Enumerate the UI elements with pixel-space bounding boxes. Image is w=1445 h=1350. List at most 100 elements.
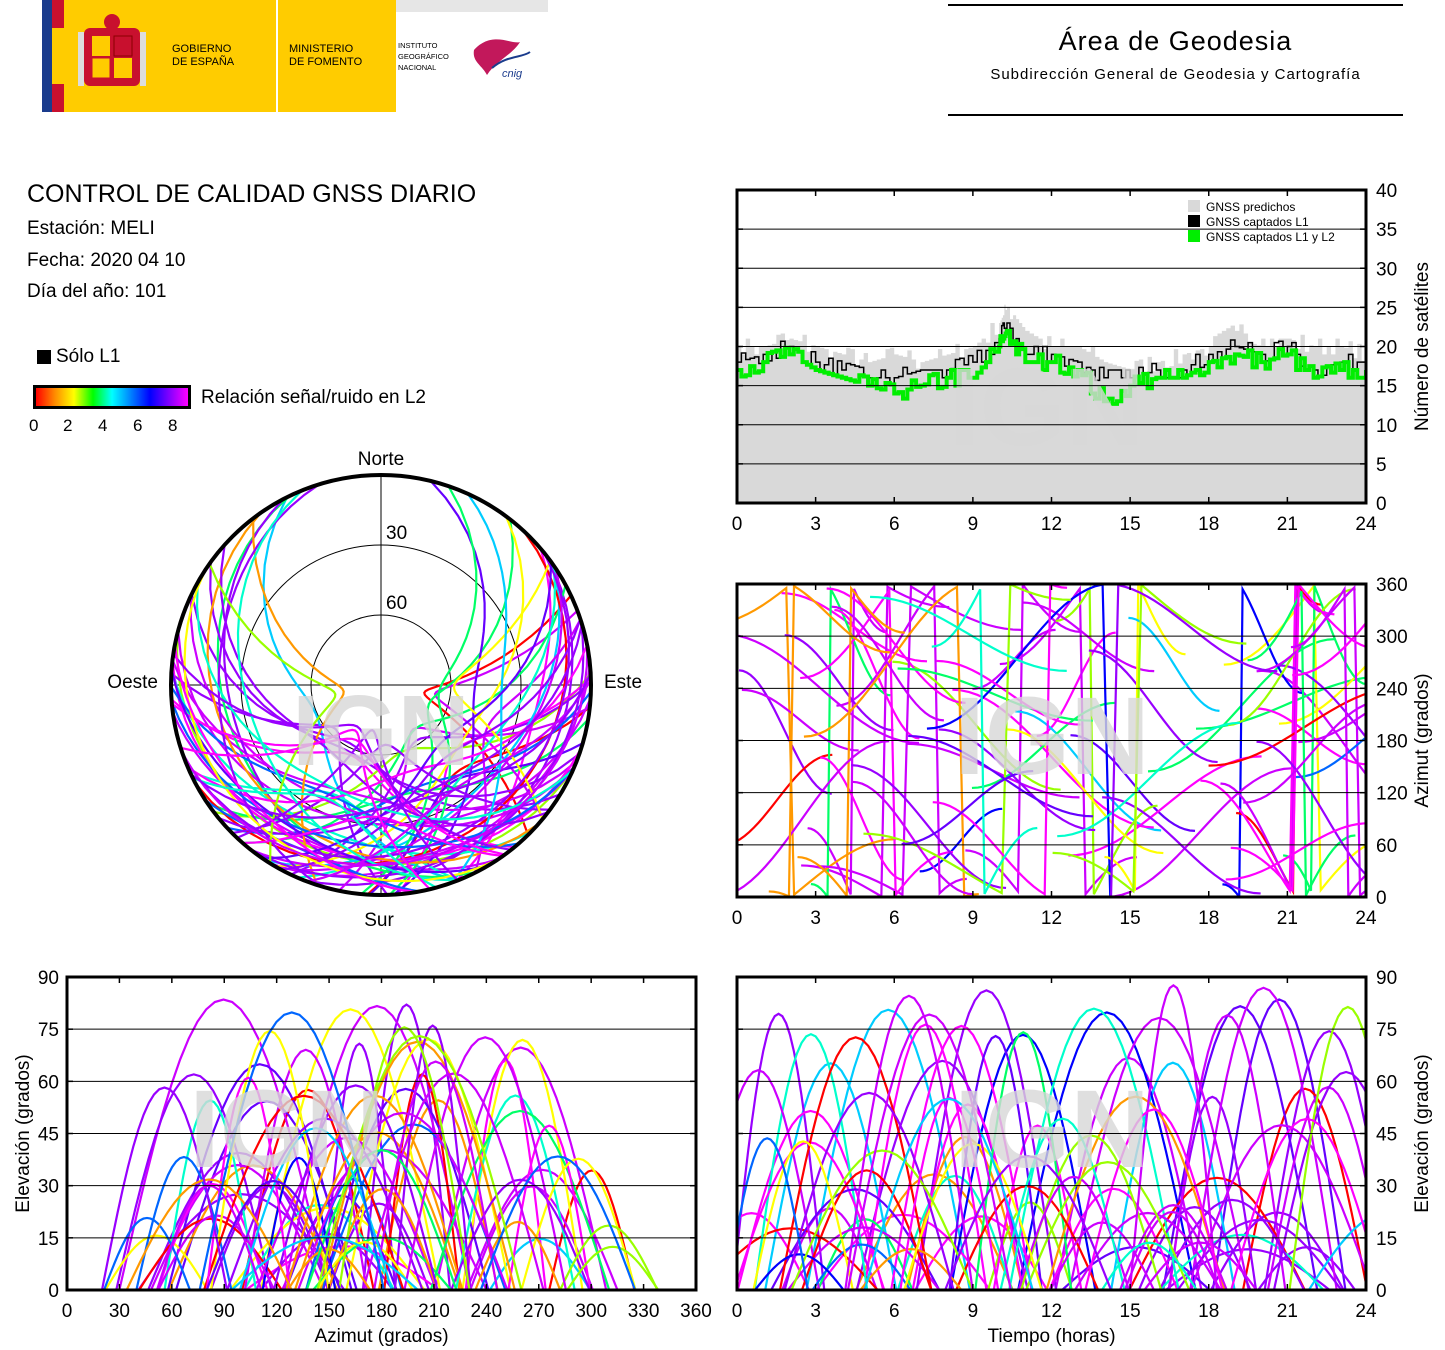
satellite-track xyxy=(1057,721,1241,838)
satellite-track xyxy=(826,587,966,704)
legend-swatch xyxy=(1188,215,1200,227)
skyplot-chart: IGN Norte Sur Este Oeste 30 60 xyxy=(107,449,642,931)
satellite-track xyxy=(896,1174,1013,1290)
satellite-track xyxy=(936,659,1081,726)
satellite-track xyxy=(1102,796,1261,895)
legend-swatch xyxy=(1188,230,1200,242)
satellite-track xyxy=(834,608,920,740)
legend-label: GNSS predichos xyxy=(1206,200,1295,214)
area-subtitle: Subdirección General de Geodesia y Carto… xyxy=(990,66,1361,83)
y-tick-label: 60 xyxy=(1376,836,1397,857)
ministry-label-line1: MINISTERIO xyxy=(289,43,354,55)
satellite-track xyxy=(242,815,504,858)
satellite-track xyxy=(450,493,508,884)
satellite-track xyxy=(1128,984,1218,1290)
satellite-track xyxy=(272,1084,439,1290)
x-tick-label: 300 xyxy=(575,1301,607,1322)
satellite-track xyxy=(520,1157,637,1290)
plot-area: IGN xyxy=(100,998,660,1290)
x-tick-label: 24 xyxy=(1355,1301,1377,1322)
x-tick-label: 21 xyxy=(1277,514,1298,535)
satellite-track xyxy=(897,667,1093,722)
satellite-track xyxy=(1241,1087,1366,1290)
satellite-track xyxy=(206,512,539,864)
satellite-track xyxy=(559,1224,659,1290)
satellite-track xyxy=(784,634,894,732)
satellite-track xyxy=(262,561,553,860)
satellite-track xyxy=(115,1073,273,1290)
x-tick-label: 3 xyxy=(810,514,821,535)
y-tick-label: 0 xyxy=(1376,1281,1387,1302)
satellite-track xyxy=(1137,1206,1252,1290)
watermark-text: IGN xyxy=(954,675,1150,798)
satellite-track xyxy=(844,994,974,1290)
chart-frame xyxy=(735,188,1368,505)
north-label: Norte xyxy=(358,449,404,470)
watermark-text: IGN xyxy=(292,675,470,787)
south-label: Sur xyxy=(364,910,394,931)
watermark-text: IGN xyxy=(954,1068,1150,1191)
report-title: CONTROL DE CALIDAD GNSS DIARIO xyxy=(27,180,477,208)
satellite-track xyxy=(241,1088,375,1290)
satellite-track xyxy=(846,1013,1012,1290)
satellite-track xyxy=(1256,707,1366,766)
satellite-track xyxy=(1227,588,1356,727)
satellite-track xyxy=(999,585,1138,897)
x-tick-label: 240 xyxy=(470,1301,502,1322)
x-tick-label: 0 xyxy=(62,1301,73,1322)
satellite-track xyxy=(1263,1029,1366,1290)
y-tick-label: 120 xyxy=(1376,784,1408,805)
satellite-track xyxy=(281,618,582,872)
x-tick-label: 6 xyxy=(889,514,900,535)
satellite-track xyxy=(205,1076,291,1290)
satellite-track xyxy=(104,1234,209,1290)
x-tick-label: 9 xyxy=(968,1301,979,1322)
satellite-track xyxy=(198,1011,386,1290)
satellite-track xyxy=(1159,1233,1325,1290)
x-tick-label: 360 xyxy=(680,1301,712,1322)
chart-frame xyxy=(735,975,1368,1292)
x-axis-label: Tiempo (horas) xyxy=(987,1326,1115,1347)
satellite-track xyxy=(203,1094,405,1290)
area-title: Área de Geodesia xyxy=(1058,26,1293,56)
satellite-track xyxy=(205,1179,342,1290)
y-tick-label: 30 xyxy=(1376,1177,1397,1198)
satellite-track xyxy=(1230,1117,1366,1290)
x-tick-label: 330 xyxy=(628,1301,660,1322)
satellite-track xyxy=(908,734,1094,818)
satellite-track xyxy=(851,780,974,896)
y-tick-label: 90 xyxy=(1376,968,1397,989)
satellite-track xyxy=(393,1024,472,1290)
x-tick-label: 18 xyxy=(1198,514,1219,535)
satellite-track xyxy=(429,1109,611,1290)
satellite-track xyxy=(171,712,500,871)
chart-frame xyxy=(735,582,1368,899)
satellite-track xyxy=(851,764,1007,890)
satellite-track xyxy=(1225,822,1366,881)
x-tick-label: 150 xyxy=(313,1301,345,1322)
satellite-track xyxy=(138,1217,283,1290)
satellite-track xyxy=(971,701,1117,790)
satellite-track xyxy=(1292,621,1366,677)
satellite-track xyxy=(1243,703,1366,804)
area-header-box: Área de Geodesia Subdirección General de… xyxy=(948,4,1403,116)
satellite-track xyxy=(1055,584,1158,895)
satellite-track xyxy=(474,1220,562,1290)
satellite-track xyxy=(1088,649,1218,764)
x-tick-label: 12 xyxy=(1041,908,1062,929)
x-tick-label: 6 xyxy=(889,1301,900,1322)
y-tick-label: 15 xyxy=(38,1229,59,1250)
elevation-azimuth-chart: IGN xyxy=(100,998,660,1290)
satellite-track xyxy=(790,1149,974,1290)
y-tick-label: 5 xyxy=(1376,455,1387,476)
satellite-track xyxy=(403,1036,568,1290)
y-tick-label: 25 xyxy=(1376,298,1397,319)
x-tick-label: 15 xyxy=(1120,908,1141,929)
ring-label: 30 xyxy=(386,523,407,544)
satellite-track xyxy=(195,582,574,821)
satellite-track xyxy=(183,569,499,883)
satellite-track xyxy=(1017,1011,1197,1290)
satellite-track xyxy=(172,653,512,851)
gov-label-line2: DE ESPAÑA xyxy=(172,55,235,68)
legend-swatch xyxy=(1188,200,1200,212)
